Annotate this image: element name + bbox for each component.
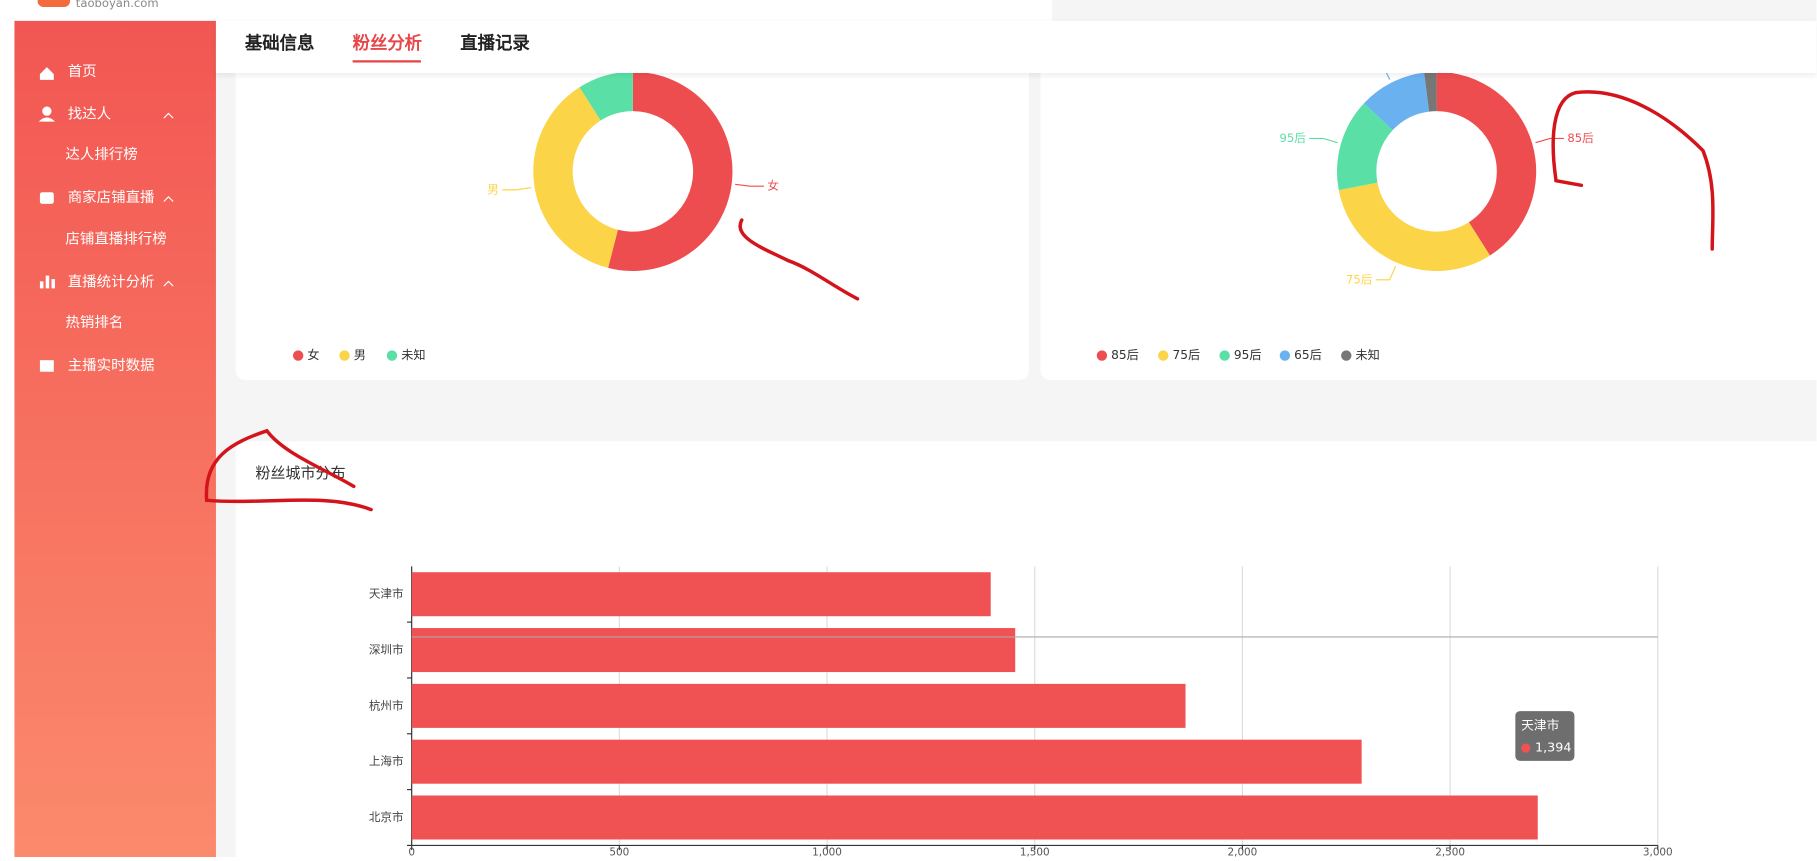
leader-line (1309, 137, 1338, 144)
card (235, 34, 1029, 380)
pie-slice (533, 87, 618, 268)
pie-label: 95后 (1279, 131, 1306, 145)
pie-label: 女 (767, 179, 779, 193)
menu-item[interactable]: 店铺直播排行榜 (65, 231, 166, 248)
menu-item[interactable]: 首页 (68, 63, 97, 80)
tab[interactable]: 直播记录 (460, 33, 530, 54)
pie-slice (1424, 71, 1437, 112)
dock (0, 0, 15, 857)
pie-slice (608, 71, 733, 271)
tab[interactable]: 基础信息 (245, 33, 314, 54)
icon-chart (39, 275, 55, 289)
legend-label: 75后 (1173, 348, 1201, 362)
charts: 女女男男未知未知85后85后75后75后95后95后65后65后未知未知粉丝城市… (255, 46, 1673, 858)
tooltip-title: 天津市 (1521, 718, 1559, 734)
x-tick-label: 1,500 (1020, 846, 1050, 857)
icon-shop (39, 192, 54, 204)
pie-slice (1363, 72, 1430, 131)
pie-label: 85后 (1567, 131, 1594, 145)
legend-marker (386, 350, 398, 361)
tab-bar (215, 20, 1817, 73)
scribble (204, 428, 373, 512)
icon-user (38, 117, 55, 122)
annotation (204, 90, 1715, 512)
x-tick-label: 2,500 (1435, 846, 1465, 857)
tab[interactable]: 粉丝分析 (353, 33, 422, 54)
bar (411, 739, 1362, 784)
pie-slice (579, 71, 633, 121)
y-tick-label: 天津市 (369, 587, 404, 601)
legend-label: 95后 (1234, 348, 1262, 362)
menu-item[interactable]: 直播统计分析 (68, 274, 155, 291)
bar (411, 683, 1186, 728)
tooltip-value: 1,394 (1535, 741, 1571, 756)
pie-label: 75后 (1346, 272, 1373, 286)
legend-marker (339, 350, 350, 361)
scribble (738, 218, 860, 301)
legend-label: 男 (354, 348, 366, 362)
menu-item[interactable]: 热销排名 (65, 314, 123, 331)
tab-underline (352, 60, 421, 63)
legend-marker (1341, 350, 1352, 361)
icon-user (42, 106, 52, 116)
menu-item[interactable]: 找达人 (68, 106, 111, 123)
top-bar (0, 0, 1053, 21)
x-tick-label: 500 (609, 846, 629, 857)
legend-marker (292, 350, 304, 361)
bar (411, 572, 991, 617)
leader-line (1375, 265, 1397, 281)
logo-icon (37, 0, 71, 7)
logo-text: taoboyan.com (76, 0, 159, 10)
bar (411, 628, 1016, 673)
bar (411, 795, 1538, 840)
legend-marker (1219, 350, 1230, 361)
x-tick-label: 3,000 (1643, 846, 1673, 857)
sidebar-menu: 首页 找达人 达人排行榜 商家店铺直播 店铺直播排行榜 直播统计分析 热销排名 … (38, 63, 174, 374)
y-tick-label: 杭州市 (369, 698, 404, 712)
y-tick-label: 北京市 (369, 810, 404, 824)
chevron[interactable] (163, 196, 174, 202)
tabs: 基础信息 粉丝分析 直播记录 (245, 33, 530, 63)
pie-slice (1436, 71, 1537, 256)
card (1040, 34, 1817, 380)
leader-line (1535, 137, 1564, 144)
icon-home (39, 67, 54, 80)
legend-label: 未知 (401, 348, 425, 362)
pie-label: 男 (487, 182, 499, 196)
menu-item[interactable]: 主播实时数据 (68, 357, 155, 374)
x-tick-label: 2,000 (1228, 846, 1258, 857)
leader-line (502, 186, 532, 191)
chevron[interactable] (163, 112, 174, 119)
pie-slice (1338, 182, 1490, 271)
menu-item[interactable]: 达人排行榜 (65, 146, 137, 163)
legend-label: 未知 (1356, 348, 1380, 362)
leader-line (735, 183, 764, 187)
y-tick-label: 深圳市 (369, 643, 404, 657)
x-tick-label: 1,000 (812, 846, 842, 857)
icon-data (39, 360, 54, 372)
legend-marker (1096, 350, 1108, 361)
tooltip-marker (1521, 743, 1531, 753)
legend-marker (1158, 350, 1169, 361)
x-tick-label: 0 (408, 846, 415, 857)
pie-slice (1337, 103, 1393, 191)
y-tick-label: 上海市 (369, 754, 404, 768)
legend-label: 女 (307, 347, 319, 362)
menu-item[interactable]: 商家店铺直播 (68, 189, 155, 206)
legend-label: 85后 (1111, 348, 1139, 362)
sidebar (14, 0, 216, 857)
legend-marker (1279, 350, 1291, 361)
chevron[interactable] (163, 280, 174, 287)
legend-label: 65后 (1294, 348, 1322, 362)
scribble (1551, 90, 1715, 251)
